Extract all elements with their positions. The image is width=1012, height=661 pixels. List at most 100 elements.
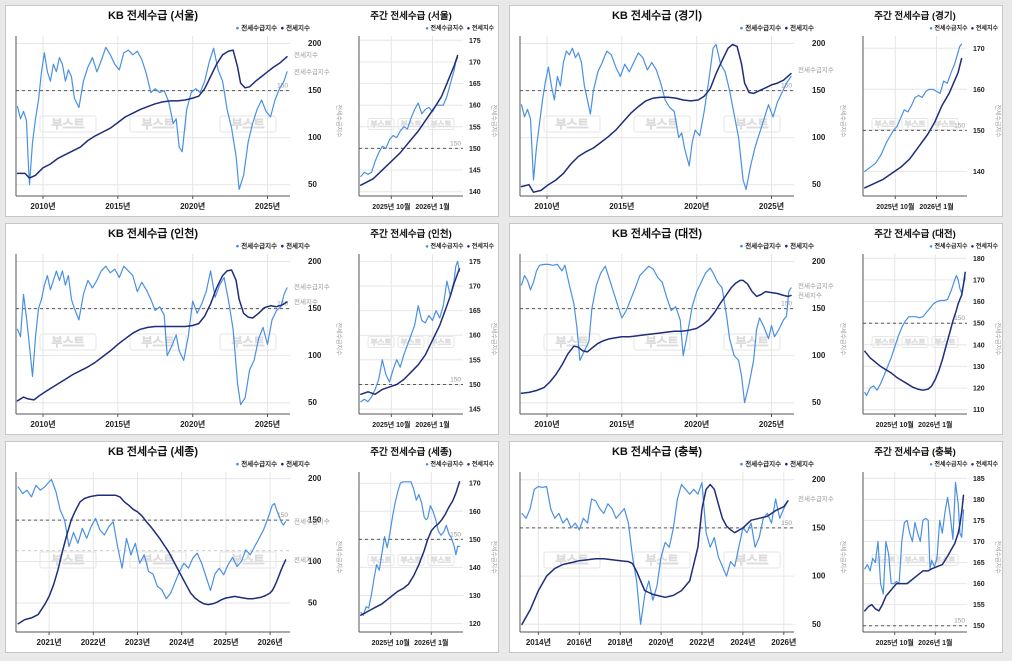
- svg-text:부스트: 부스트: [431, 120, 452, 129]
- right-axis-title: 전세수급지수: [335, 104, 343, 138]
- chart-title: KB 전세수급 (경기): [612, 8, 702, 22]
- weekly-chart-svg: 부스트 부스트 부스트 150 110 120 130 140 150 160 170 180 2025…: [862, 228, 1002, 429]
- y-tick-label: 200: [812, 257, 826, 266]
- weekly-jeonse-chart: 부스트 부스트 부스트 150 145 150 155 160 165 170 175 2025년 1…: [343, 224, 498, 434]
- watermark: 부스트: [367, 336, 395, 348]
- x-tick-label: 2024년: [730, 637, 755, 647]
- x-tick-label: 2026년 1월: [415, 202, 449, 211]
- y-tick-label: 50: [812, 398, 821, 407]
- region-card-서울: 부스트 부스트 부스트 150 50 100 150 200 2010년 2015년 2020년 20…: [5, 5, 499, 217]
- watermark: 부스트: [901, 554, 929, 566]
- watermark: 부스트: [871, 336, 899, 348]
- line-end-label: 전세수급지수: [294, 517, 330, 526]
- watermark: 부스트: [723, 333, 781, 351]
- y-tick-label: 200: [308, 39, 322, 48]
- watermark: 부스트: [633, 115, 691, 133]
- svg-text:부스트: 부스트: [645, 553, 678, 567]
- y-tick-label: 175: [469, 259, 481, 266]
- y-tick-label: 155: [973, 602, 985, 609]
- right-axis-title: 전세수급지수: [335, 540, 343, 574]
- x-tick-label: 2010년: [534, 201, 559, 211]
- price-line: [360, 54, 459, 186]
- chart-title: KB 전세수급 (서울): [108, 8, 198, 22]
- x-tick-label: 2010년: [534, 419, 559, 429]
- y-tick-label: 150: [308, 516, 322, 525]
- svg-text:부스트: 부스트: [431, 556, 452, 565]
- kb-jeonse-chart: 부스트 부스트 부스트 150 50 100 150 200 2010년 2015년 2020년 20…: [510, 6, 847, 216]
- y-tick-label: 175: [973, 518, 985, 525]
- svg-text:부스트: 부스트: [875, 120, 896, 129]
- watermark: 부스트: [543, 115, 601, 133]
- x-tick-label: 2026년 1월: [919, 202, 953, 211]
- chart-title: 주간 전세수급 (세종): [370, 446, 452, 458]
- reference-line-label: 150: [277, 83, 288, 90]
- supply-line: [864, 481, 965, 595]
- svg-text:부스트: 부스트: [555, 117, 588, 131]
- y-tick-label: 180: [973, 256, 985, 263]
- x-tick-label: 2015년: [105, 201, 130, 211]
- svg-text:부스트: 부스트: [935, 120, 956, 129]
- y-tick-label: 160: [469, 333, 481, 340]
- chart-title: KB 전세수급 (인천): [108, 226, 198, 240]
- y-tick-label: 155: [469, 124, 481, 131]
- chart-title: 주간 전세수급 (서울): [370, 10, 452, 22]
- y-tick-label: 120: [973, 386, 985, 393]
- price-line: [520, 43, 792, 193]
- x-tick-label: 2025년: [255, 201, 280, 211]
- svg-text:부스트: 부스트: [231, 335, 264, 349]
- line-end-label: 전세수급지수: [294, 67, 330, 76]
- y-tick-label: 150: [812, 304, 826, 313]
- svg-text:부스트: 부스트: [905, 120, 926, 129]
- right-axis-title: 전세수급지수: [490, 104, 498, 138]
- y-tick-label: 50: [308, 398, 317, 407]
- y-tick-label: 200: [812, 475, 826, 484]
- supply-line: [360, 260, 461, 403]
- chart-title: 주간 전세수급 (대전): [874, 228, 956, 240]
- reference-line-label: 150: [781, 83, 792, 90]
- x-tick-label: 2025년 10월: [876, 420, 914, 429]
- right-axis-title: 전세수급지수: [490, 322, 498, 356]
- watermark: 부스트: [129, 115, 187, 133]
- chart-title: KB 전세수급 (충북): [612, 444, 702, 458]
- line-end-label: 전세수급지수: [798, 281, 834, 290]
- watermark: 부스트: [723, 115, 781, 133]
- svg-text:부스트: 부스트: [141, 335, 174, 349]
- x-tick-label: 2026년 1월: [414, 638, 448, 647]
- reference-line-label: 150: [450, 140, 461, 147]
- y-tick-label: 50: [308, 180, 317, 189]
- watermark: 부스트: [931, 118, 959, 130]
- kb-jeonse-chart: 부스트 부스트 부스트 150 50 100 150 200 2021년 2022년 2023년 20…: [6, 442, 343, 652]
- y-tick-label: 100: [812, 133, 826, 142]
- y-tick-label: 110: [973, 407, 984, 414]
- legend: ● 전세수급지수 ● 전세지수: [235, 459, 310, 468]
- x-tick-label: 2025년 10월: [876, 202, 914, 211]
- y-tick-label: 170: [469, 59, 481, 66]
- weekly-jeonse-chart: 부스트 부스트 부스트 150 140 150 160 170 2025년 10월 2026년 1…: [847, 6, 1002, 216]
- price-line: [360, 268, 461, 396]
- svg-text:부스트: 부스트: [735, 335, 768, 349]
- chart-title: 주간 전세수급 (인천): [370, 228, 452, 240]
- weekly-jeonse-chart: 부스트 부스트 부스트 150 120 130 140 150 160 170 2025년 10월 2…: [343, 442, 498, 652]
- x-tick-label: 2015년: [609, 419, 634, 429]
- y-tick-label: 150: [469, 146, 481, 153]
- svg-text:부스트: 부스트: [875, 338, 896, 347]
- watermark: 부스트: [427, 118, 455, 130]
- supply-line: [864, 274, 966, 397]
- reference-line-label: 150: [954, 618, 965, 625]
- svg-text:부스트: 부스트: [401, 120, 422, 129]
- legend: ● 전세수급지수 ● 전세지수: [235, 241, 310, 250]
- chart-title: 주간 전세수급 (충북): [874, 446, 956, 458]
- price-line: [521, 483, 789, 626]
- reference-line-label: 150: [450, 376, 461, 383]
- x-tick-label: 2025년 10월: [372, 202, 410, 211]
- x-tick-label: 2025년 10월: [372, 420, 410, 429]
- y-tick-label: 160: [469, 509, 481, 516]
- y-tick-label: 155: [469, 357, 481, 364]
- y-tick-label: 200: [308, 257, 322, 266]
- y-tick-label: 150: [973, 321, 985, 328]
- y-tick-label: 100: [308, 351, 322, 360]
- watermark: 부스트: [931, 336, 959, 348]
- svg-text:부스트: 부스트: [905, 338, 926, 347]
